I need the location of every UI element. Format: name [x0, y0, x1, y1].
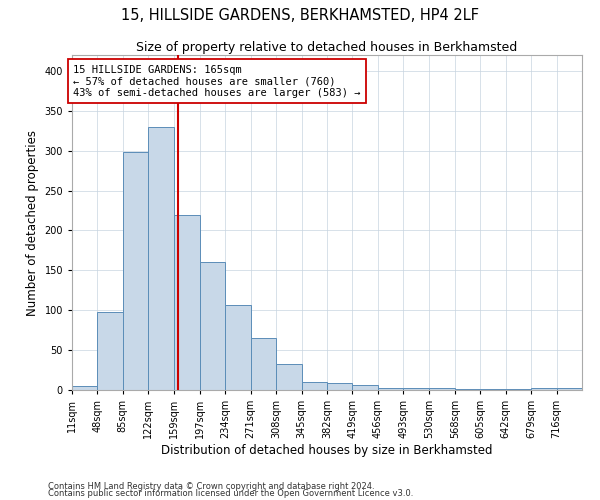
Bar	[557, 388, 582, 390]
Y-axis label: Number of detached properties: Number of detached properties	[26, 130, 39, 316]
Text: 15, HILLSIDE GARDENS, BERKHAMSTED, HP4 2LF: 15, HILLSIDE GARDENS, BERKHAMSTED, HP4 2…	[121, 8, 479, 22]
Bar	[174, 216, 200, 390]
Bar	[531, 388, 557, 390]
Bar	[200, 262, 225, 390]
Bar	[429, 388, 455, 390]
Bar	[72, 386, 97, 390]
Text: Contains public sector information licensed under the Open Government Licence v3: Contains public sector information licen…	[48, 490, 413, 498]
Bar	[123, 152, 148, 390]
Title: Size of property relative to detached houses in Berkhamsted: Size of property relative to detached ho…	[136, 41, 518, 54]
Bar	[352, 385, 378, 390]
Bar	[403, 388, 429, 390]
Bar	[378, 388, 403, 390]
Bar	[302, 382, 327, 390]
X-axis label: Distribution of detached houses by size in Berkhamsted: Distribution of detached houses by size …	[161, 444, 493, 457]
Bar	[327, 383, 352, 390]
Bar	[148, 127, 174, 390]
Text: Contains HM Land Registry data © Crown copyright and database right 2024.: Contains HM Land Registry data © Crown c…	[48, 482, 374, 491]
Bar	[251, 338, 276, 390]
Bar	[455, 389, 480, 390]
Bar	[506, 389, 531, 390]
Bar	[97, 312, 123, 390]
Bar	[480, 389, 506, 390]
Bar	[225, 306, 251, 390]
Bar	[276, 364, 302, 390]
Text: 15 HILLSIDE GARDENS: 165sqm
← 57% of detached houses are smaller (760)
43% of se: 15 HILLSIDE GARDENS: 165sqm ← 57% of det…	[73, 64, 361, 98]
